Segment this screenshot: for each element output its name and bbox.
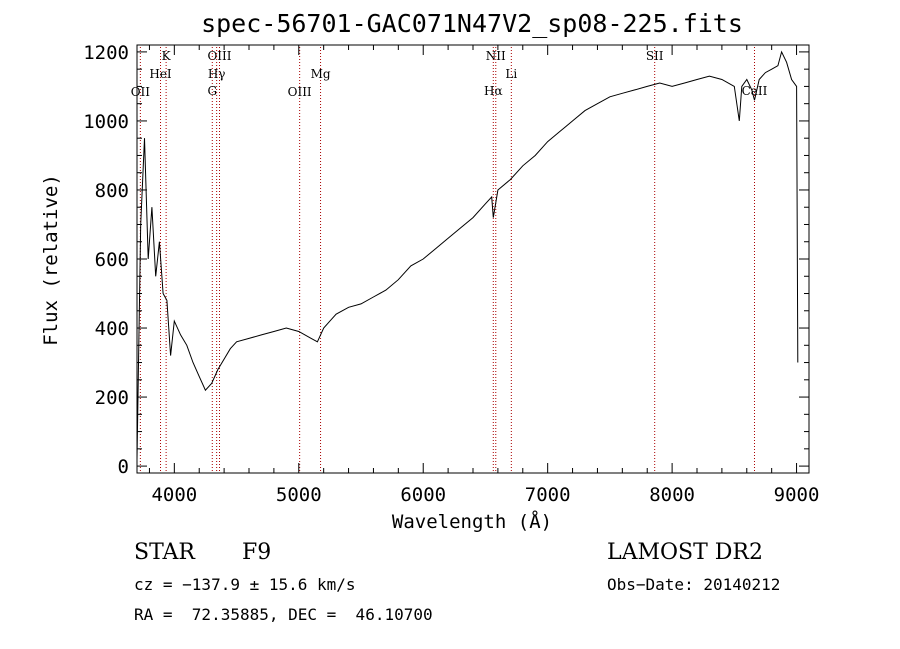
y-tick-label: 1200 xyxy=(83,42,129,64)
line-label-SII: SII xyxy=(646,49,664,63)
coordinates-text: RA = 72.35885, DEC = 46.10700 xyxy=(134,605,433,624)
line-label-Hα: Hα xyxy=(484,84,503,98)
x-tick-label: 5000 xyxy=(276,484,322,506)
object-class: STAR xyxy=(134,540,195,565)
x-axis-label: Wavelength (Å) xyxy=(392,510,552,533)
x-tick-label: 8000 xyxy=(649,484,695,506)
x-tick-label: 7000 xyxy=(525,484,571,506)
object-subclass: F9 xyxy=(242,540,272,565)
x-tick-label: 4000 xyxy=(151,484,197,506)
line-label-HeI: HeI xyxy=(149,67,172,81)
y-tick-label: 400 xyxy=(95,318,129,340)
y-tick-label: 800 xyxy=(95,180,129,202)
line-label-Li: Li xyxy=(505,67,517,81)
line-label-OIII: OIII xyxy=(207,49,231,63)
redshift-text: cz = −137.9 ± 15.6 km/s xyxy=(134,575,356,594)
x-tick-label: 6000 xyxy=(400,484,446,506)
axis-ticks: 4000 5000 6000 7000 8000 9000 0 200 400 600 800 100… xyxy=(83,42,819,506)
x-tick-label: 9000 xyxy=(774,484,820,506)
y-axis-label: Flux (relative) xyxy=(40,174,62,346)
line-label-G: G xyxy=(207,84,217,98)
survey-name: LAMOST DR2 xyxy=(607,540,763,565)
line-label-Mg: Mg xyxy=(311,67,331,81)
line-label-OII: OII xyxy=(131,85,151,99)
line-label-Hγ: Hγ xyxy=(208,67,226,81)
obs-date-text: Obs−Date: 20140212 xyxy=(607,575,781,594)
y-tick-label: 1000 xyxy=(83,111,129,133)
y-tick-label: 200 xyxy=(95,387,129,409)
line-label-K: K xyxy=(162,49,172,63)
line-label-CaII: CaII xyxy=(742,84,768,98)
line-label-OIII: OIII xyxy=(288,85,312,99)
y-tick-label: 600 xyxy=(95,249,129,271)
y-tick-label: 0 xyxy=(118,456,129,478)
line-label-NII: NII xyxy=(486,49,506,63)
plot-frame xyxy=(136,44,810,474)
spectrum-line xyxy=(136,50,799,460)
chart-title: spec-56701-GAC071N47V2_sp08-225.fits xyxy=(201,9,743,38)
